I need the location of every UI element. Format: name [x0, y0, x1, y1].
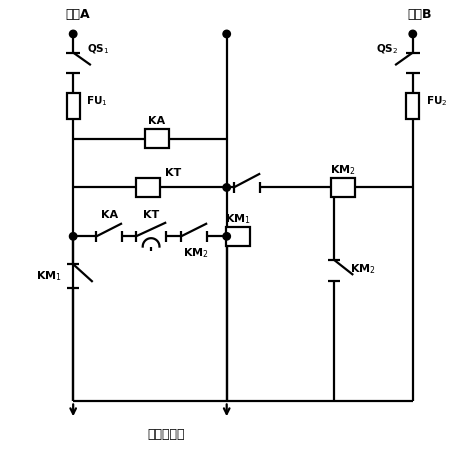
Text: QS$_2$: QS$_2$	[376, 42, 398, 56]
Text: KM$_2$: KM$_2$	[350, 262, 376, 276]
Bar	[145, 129, 169, 148]
Bar	[67, 93, 80, 119]
Circle shape	[409, 30, 416, 38]
Text: 电源B: 电源B	[407, 8, 432, 21]
Text: KA: KA	[101, 211, 118, 220]
Text: KT: KT	[143, 211, 159, 220]
Circle shape	[223, 233, 230, 240]
Text: KT: KT	[165, 168, 182, 177]
Bar	[135, 178, 160, 197]
Text: KM$_1$: KM$_1$	[36, 269, 62, 283]
Text: 去用电设备: 去用电设备	[147, 429, 185, 441]
Text: KM$_2$: KM$_2$	[330, 163, 356, 177]
Text: FU$_1$: FU$_1$	[86, 95, 108, 108]
Bar	[406, 93, 419, 119]
Text: QS$_1$: QS$_1$	[87, 42, 110, 56]
Text: 电源A: 电源A	[66, 8, 90, 21]
Bar	[331, 178, 355, 197]
Text: KM$_1$: KM$_1$	[225, 212, 252, 226]
Text: KM$_2$: KM$_2$	[184, 246, 210, 260]
Circle shape	[69, 233, 77, 240]
Text: FU$_2$: FU$_2$	[426, 95, 447, 108]
Circle shape	[69, 30, 77, 38]
Bar	[226, 227, 251, 246]
Circle shape	[223, 30, 230, 38]
Circle shape	[223, 184, 230, 191]
Text: KA: KA	[148, 116, 166, 126]
